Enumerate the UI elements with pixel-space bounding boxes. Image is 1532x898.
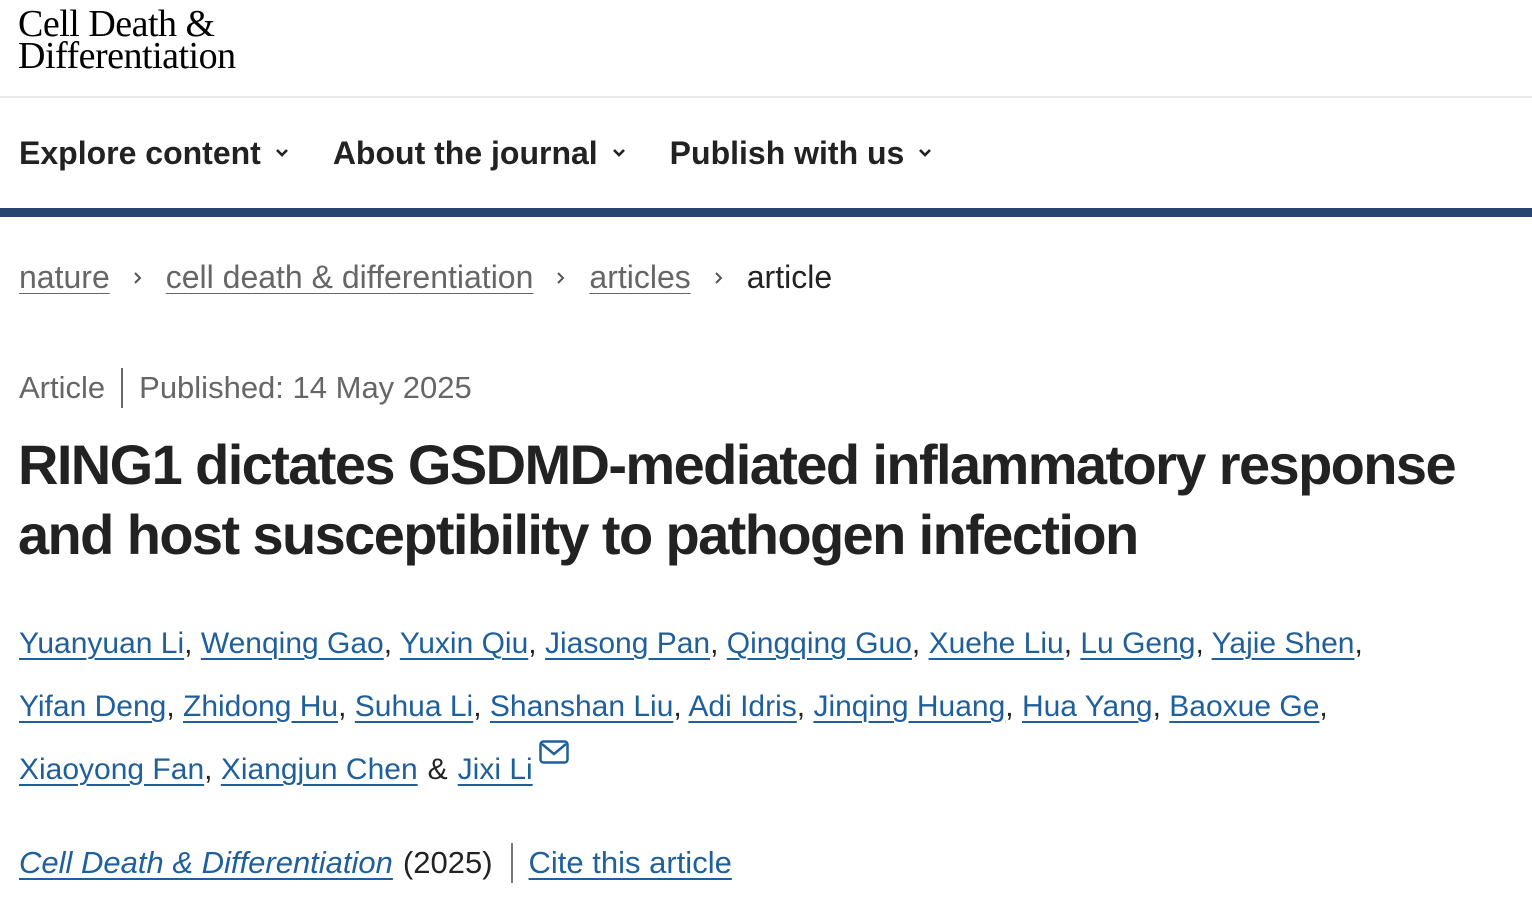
- citation-line: Cell Death & Differentiation (2025) Cite…: [0, 843, 1532, 883]
- author-link[interactable]: Suhua Li: [354, 690, 474, 723]
- nav-label: Publish with us: [669, 134, 905, 171]
- breadcrumb: nature cell death & differentiation arti…: [0, 259, 1532, 296]
- chevron-down-icon: [612, 149, 625, 157]
- author-link[interactable]: Yajie Shen: [1211, 627, 1355, 660]
- email-icon[interactable]: [538, 740, 569, 764]
- author-link[interactable]: Zhidong Hu: [183, 690, 339, 723]
- chevron-right-icon: [715, 271, 723, 284]
- author-line: Yifan Deng, Zhidong Hu, Suhua Li, Shansh…: [19, 690, 1328, 723]
- article-type: Article: [19, 370, 106, 405]
- breadcrumb-journal[interactable]: cell death & differentiation: [165, 259, 534, 295]
- author-ampersand: &: [427, 753, 448, 786]
- main-nav: Explore content About the journal Publis…: [0, 98, 1532, 208]
- nav-about-journal[interactable]: About the journal: [333, 135, 626, 172]
- author-link[interactable]: Yuxin Qiu: [399, 627, 529, 660]
- nav-explore-content[interactable]: Explore content: [19, 135, 289, 172]
- breadcrumb-nature[interactable]: nature: [19, 259, 110, 295]
- nav-divider-bar: [0, 208, 1532, 217]
- chevron-right-icon: [557, 271, 565, 284]
- logo-line-1: Cell Death &: [18, 3, 215, 45]
- author-link[interactable]: Jiasong Pan: [544, 627, 711, 660]
- corresponding-author-link[interactable]: Jixi Li: [457, 753, 533, 786]
- author-link[interactable]: Hua Yang: [1021, 690, 1153, 723]
- breadcrumb-articles[interactable]: articles: [589, 259, 691, 295]
- cite-this-article-link[interactable]: Cite this article: [528, 845, 732, 880]
- author-link[interactable]: Xuehe Liu: [928, 627, 1064, 660]
- meta-divider: [121, 368, 124, 408]
- author-line: Xiaoyong Fan, Xiangjun Chen & Jixi Li: [19, 738, 1532, 801]
- author-link[interactable]: Baoxue Ge: [1169, 690, 1320, 723]
- author-list: Yuanyuan Li, Wenqing Gao, Yuxin Qiu, Jia…: [0, 612, 1532, 801]
- logo-line-2: Differentiation: [18, 35, 236, 77]
- publication-year: (2025): [402, 845, 493, 880]
- author-link[interactable]: Wenqing Gao: [200, 627, 384, 660]
- nav-label: About the journal: [332, 134, 598, 171]
- journal-logo[interactable]: Cell Death & Differentiation: [18, 3, 236, 77]
- author-link[interactable]: Xiangjun Chen: [220, 753, 418, 786]
- author-link[interactable]: Lu Geng: [1080, 627, 1196, 660]
- author-link[interactable]: Shanshan Liu: [489, 690, 674, 723]
- author-link[interactable]: Xiaoyong Fan: [19, 753, 205, 786]
- article-meta: Article Published: 14 May 2025: [0, 368, 1532, 408]
- author-link[interactable]: Yifan Deng: [19, 690, 167, 723]
- journal-link[interactable]: Cell Death & Differentiation: [19, 845, 393, 880]
- author-link[interactable]: Qingqing Guo: [726, 627, 912, 660]
- chevron-right-icon: [134, 271, 142, 284]
- chevron-down-icon: [919, 149, 932, 157]
- site-header: Cell Death & Differentiation: [0, 0, 1532, 98]
- author-line: Yuanyuan Li, Wenqing Gao, Yuxin Qiu, Jia…: [19, 627, 1363, 660]
- published-date: Published: 14 May 2025: [139, 370, 472, 405]
- author-link[interactable]: Jinqing Huang: [813, 690, 1006, 723]
- chevron-down-icon: [275, 149, 288, 157]
- author-link[interactable]: Yuanyuan Li: [19, 627, 185, 660]
- breadcrumb-current: article: [746, 259, 833, 295]
- author-link[interactable]: Adi Idris: [688, 690, 797, 723]
- nav-publish-with-us[interactable]: Publish with us: [670, 135, 933, 172]
- article-title: RING1 dictates GSDMD-mediated inflammato…: [18, 433, 1457, 566]
- nav-label: Explore content: [19, 134, 261, 171]
- cite-divider: [510, 843, 513, 883]
